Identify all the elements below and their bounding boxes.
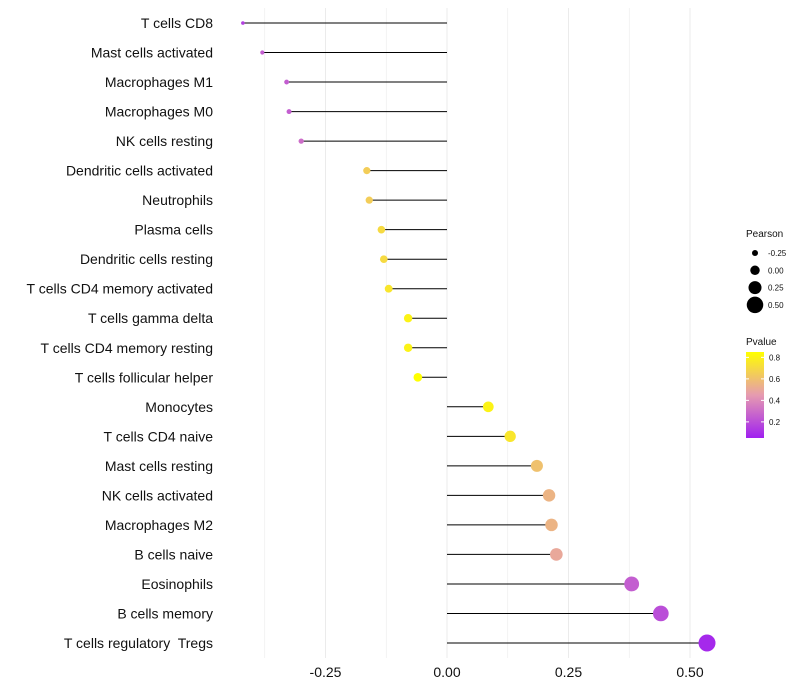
legend-pvalue: Pvalue 0.8 0.6 0.4 0.2 — [746, 337, 781, 438]
x-tick-label: 0.50 — [676, 664, 703, 680]
legend-size-label: 0.50 — [768, 301, 784, 310]
y-axis-label: NK cells activated — [102, 487, 213, 503]
legend-pvalue-label: 0.6 — [769, 375, 781, 384]
y-axis-label: Mast cells activated — [91, 45, 213, 61]
legend-size-key — [750, 265, 760, 276]
legend-size-key — [746, 296, 764, 314]
y-axis-label: T cells CD4 memory resting — [41, 340, 213, 356]
legend-pvalue-label: 0.4 — [769, 396, 781, 405]
y-axis-label: Mast cells resting — [105, 458, 213, 474]
y-axis-label: NK cells resting — [116, 133, 213, 149]
lollipop-point — [624, 576, 640, 592]
lollipop-point — [377, 225, 386, 234]
lollipop-point — [550, 548, 563, 561]
y-axis-label: B cells naive — [134, 546, 213, 562]
lollipop-point — [284, 79, 290, 85]
lollipop-point — [403, 314, 413, 323]
x-tick-label: -0.25 — [310, 664, 342, 680]
y-axis-label: T cells CD4 memory activated — [27, 281, 213, 297]
legend-size-label: -0.25 — [768, 249, 787, 258]
lollipop-point — [530, 459, 543, 472]
y-axis-label: T cells follicular helper — [75, 369, 214, 385]
lollipop-point — [363, 167, 371, 175]
y-axis-labels: T cells CD8 Mast cells activated Macrophag… — [27, 15, 214, 651]
legend-pvalue-label: 0.2 — [769, 418, 781, 427]
legend-pvalue-title: Pvalue — [746, 337, 777, 348]
legend-pearson: Pearson -0.25 0.00 0.25 0.50 — [746, 229, 787, 314]
lollipop-point — [698, 634, 716, 652]
legend-pvalue-label: 0.8 — [769, 353, 781, 362]
y-axis-label: Macrophages M2 — [105, 517, 213, 533]
x-tick-label: 0.25 — [555, 664, 582, 680]
y-axis-label: T cells gamma delta — [88, 310, 213, 326]
x-tick-label: 0.00 — [433, 664, 460, 680]
legend-pvalue-colorbar — [746, 352, 764, 438]
lollipop-point — [542, 489, 556, 502]
lollipop-point — [260, 50, 265, 55]
lollipop-point — [482, 401, 494, 413]
legend-size-key — [748, 281, 762, 295]
y-axis-label: B cells memory — [117, 605, 213, 621]
x-axis-ticks: -0.25 0.00 0.25 0.50 — [310, 664, 704, 680]
lollipop-stems — [242, 22, 708, 644]
lollipop-point — [286, 109, 292, 115]
y-axis-label: Macrophages M1 — [105, 74, 213, 90]
y-axis-label: Eosinophils — [141, 576, 213, 592]
y-axis-label: Macrophages M0 — [105, 104, 213, 120]
legend-size-key — [752, 250, 758, 256]
lollipop-point — [365, 196, 373, 204]
y-axis-label: Plasma cells — [134, 222, 213, 238]
grid-lines — [264, 8, 691, 658]
y-axis-label: T cells CD4 naive — [104, 428, 214, 444]
lollipop-point — [379, 255, 388, 264]
lollipop-points — [241, 21, 716, 652]
y-axis-label: T cells CD8 — [141, 15, 213, 31]
y-axis-label: Monocytes — [145, 399, 213, 415]
lollipop-point — [384, 284, 393, 293]
lollipop-point — [241, 21, 245, 25]
lollipop-point — [403, 343, 413, 352]
y-axis-label: Neutrophils — [142, 192, 213, 208]
legend-size-label: 0.25 — [768, 284, 784, 293]
y-axis-label: T cells regulatory Tregs — [64, 635, 213, 651]
lollipop-point — [545, 518, 558, 532]
legend-pearson-title: Pearson — [746, 229, 783, 240]
lollipop-point — [298, 138, 304, 144]
y-axis-label: Dendritic cells activated — [66, 163, 213, 179]
legend-size-label: 0.00 — [768, 266, 784, 275]
lollipop-point — [413, 372, 423, 382]
lollipop-point — [504, 430, 516, 442]
lollipop-point — [653, 605, 669, 622]
y-axis-label: Dendritic cells resting — [80, 251, 213, 267]
